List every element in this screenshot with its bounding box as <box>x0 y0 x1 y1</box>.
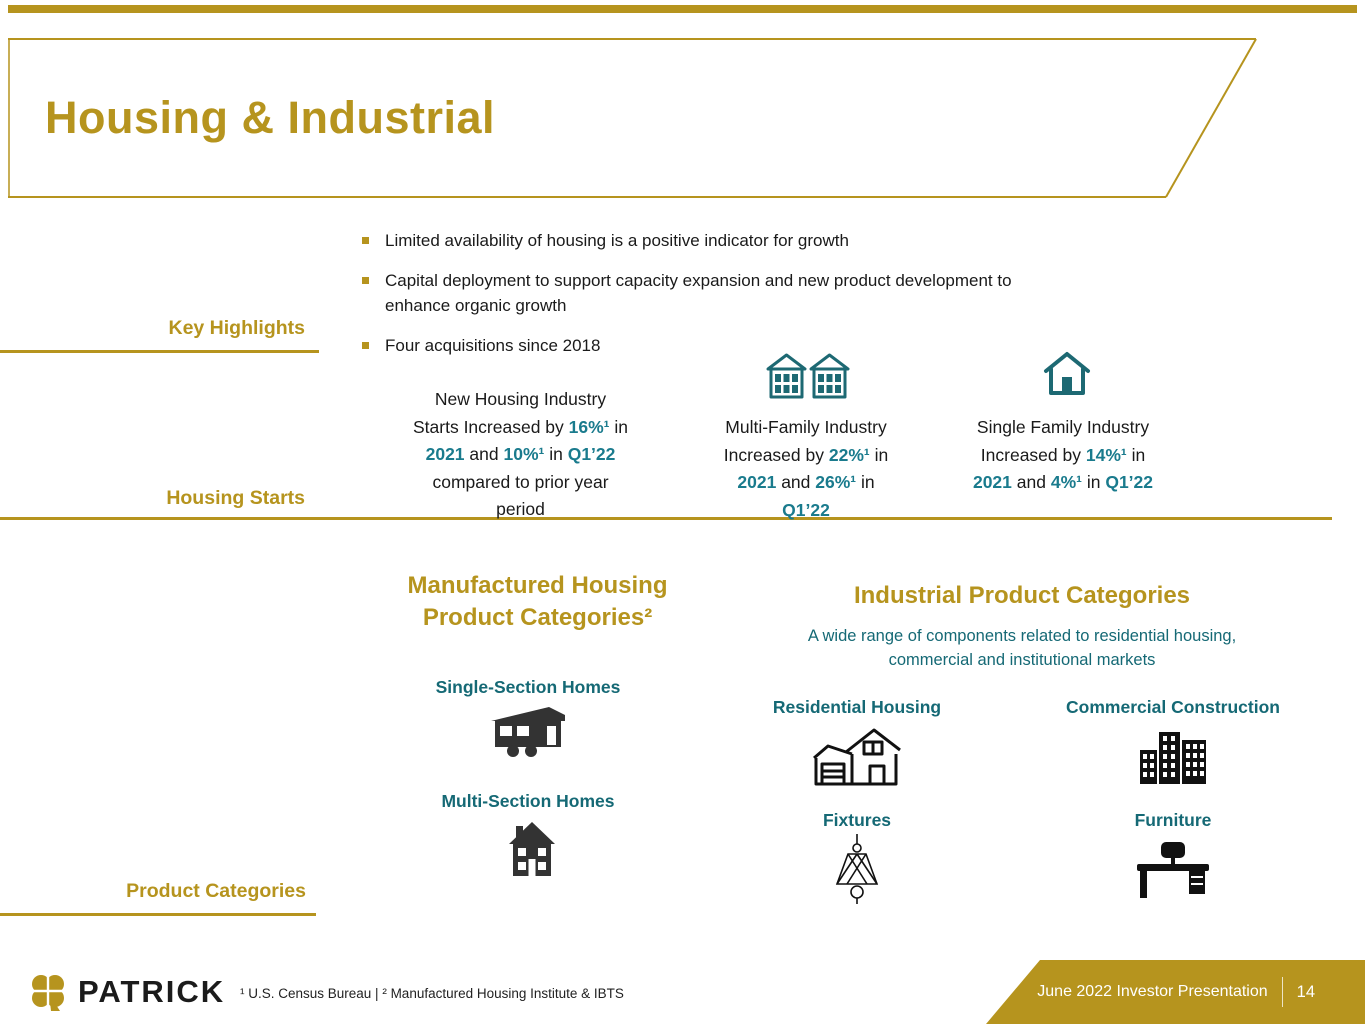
commercial-construction-icon <box>1138 728 1208 789</box>
footer: PATRICK ¹ U.S. Census Bureau | ² Manufac… <box>0 960 1365 1024</box>
bullet-text: Four acquisitions since 2018 <box>385 336 601 355</box>
bullet-text: Capital deployment to support capacity e… <box>385 271 1012 315</box>
key-highlights-label: Key Highlights <box>0 305 319 353</box>
industrial-categories-heading: Industrial Product Categories <box>853 582 1191 609</box>
housing-starts-new-starts-text: New Housing Industry Starts Increased by… <box>413 389 628 519</box>
housing-starts-multi-family-text: Multi-Family Industry Increased by 22%¹ … <box>723 417 889 520</box>
bullet-text: Limited availability of housing is a pos… <box>385 231 849 250</box>
page-number: 14 <box>1296 982 1315 1001</box>
footer-gold-banner: June 2022 Investor Presentation 14 <box>986 960 1365 1024</box>
bullet-square-icon <box>362 277 369 284</box>
residential-housing-icon <box>812 724 902 793</box>
housing-starts-divider <box>0 517 1332 520</box>
furniture-label: Furniture <box>1134 810 1212 830</box>
footer-divider <box>1281 977 1283 1007</box>
housing-starts-label: Housing Starts <box>166 487 305 509</box>
bullet-item: Four acquisitions since 2018 <box>362 333 1107 358</box>
footnote: ¹ U.S. Census Bureau | ² Manufactured Ho… <box>240 986 624 1001</box>
bullet-square-icon <box>362 342 369 349</box>
industrial-categories-subheading: A wide range of components related to re… <box>807 627 1237 669</box>
bullet-item: Capital deployment to support capacity e… <box>362 268 1107 318</box>
clover-icon <box>29 973 67 1011</box>
patrick-logo: PATRICK <box>28 972 225 1012</box>
single-section-home-icon <box>491 705 565 766</box>
page-title: Housing & Industrial <box>45 92 496 143</box>
product-categories-label: Product Categories <box>0 868 316 916</box>
bullet-square-icon <box>362 237 369 244</box>
single-section-homes-label: Single-Section Homes <box>435 677 621 697</box>
housing-starts-single-family-text: Single Family Industry Increased by 14%¹… <box>972 417 1154 492</box>
key-highlights-bullets: Limited availability of housing is a pos… <box>362 228 1107 373</box>
light-fixture-icon <box>831 834 883 913</box>
residential-housing-label: Residential Housing <box>772 697 942 717</box>
multi-section-home-icon <box>509 820 555 883</box>
top-accent-bar <box>8 5 1357 13</box>
logo-text: PATRICK <box>78 974 226 1009</box>
manufactured-housing-heading: Manufactured Housing Product Categories² <box>407 572 668 631</box>
fixtures-label: Fixtures <box>822 810 892 830</box>
multi-family-building-icon <box>766 352 850 405</box>
furniture-desk-icon <box>1137 842 1209 905</box>
bullet-item: Limited availability of housing is a pos… <box>362 228 1107 253</box>
single-family-home-icon <box>1042 350 1092 401</box>
presentation-label: June 2022 Investor Presentation <box>1037 983 1268 1000</box>
multi-section-homes-label: Multi-Section Homes <box>441 791 615 811</box>
commercial-construction-label: Commercial Construction <box>1066 697 1280 717</box>
